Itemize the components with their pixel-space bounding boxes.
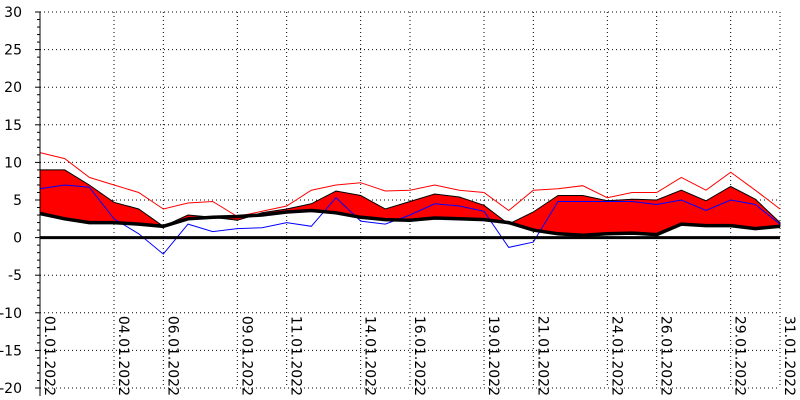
y-tick-label: 20	[4, 80, 22, 96]
y-tick-label: -15	[0, 343, 22, 359]
x-tick-label: 04.01.2022	[115, 316, 131, 396]
x-tick-label: 06.01.2022	[164, 316, 180, 396]
x-tick-label: 31.01.2022	[781, 316, 797, 396]
red-series-line	[39, 152, 781, 218]
y-tick-label: 5	[13, 193, 22, 209]
y-tick-label: -10	[0, 306, 22, 322]
x-tick-label: 11.01.2022	[288, 316, 304, 396]
x-tick-label: 19.01.2022	[485, 316, 501, 396]
y-tick-label: 15	[4, 118, 22, 134]
y-tick-label: 25	[4, 43, 22, 59]
x-tick-label: 01.01.2022	[41, 316, 57, 396]
x-tick-label: 14.01.2022	[362, 316, 378, 396]
y-tick-label: 10	[4, 155, 22, 171]
blue-series-line	[39, 184, 781, 255]
x-tick-label: 24.01.2022	[608, 316, 624, 396]
y-tick-label: -20	[0, 381, 22, 397]
x-tick-label: 16.01.2022	[411, 316, 427, 396]
x-tick-label: 21.01.2022	[534, 316, 550, 396]
x-tick-label: 09.01.2022	[238, 316, 254, 396]
line-layer	[39, 152, 781, 255]
y-tick-label: 30	[4, 5, 22, 21]
x-tick-label: 26.01.2022	[658, 316, 674, 396]
black-base-line	[39, 208, 781, 238]
y-tick-label: -5	[8, 268, 22, 284]
axis-layer	[35, 11, 780, 396]
x-tick-label: 29.01.2022	[732, 316, 748, 396]
label-layer: 30 25 20 15 10 5 0 -5 -10 -15 -20 01.01.2022 04.01.2…	[0, 5, 797, 397]
y-tick-label: 0	[13, 231, 22, 247]
